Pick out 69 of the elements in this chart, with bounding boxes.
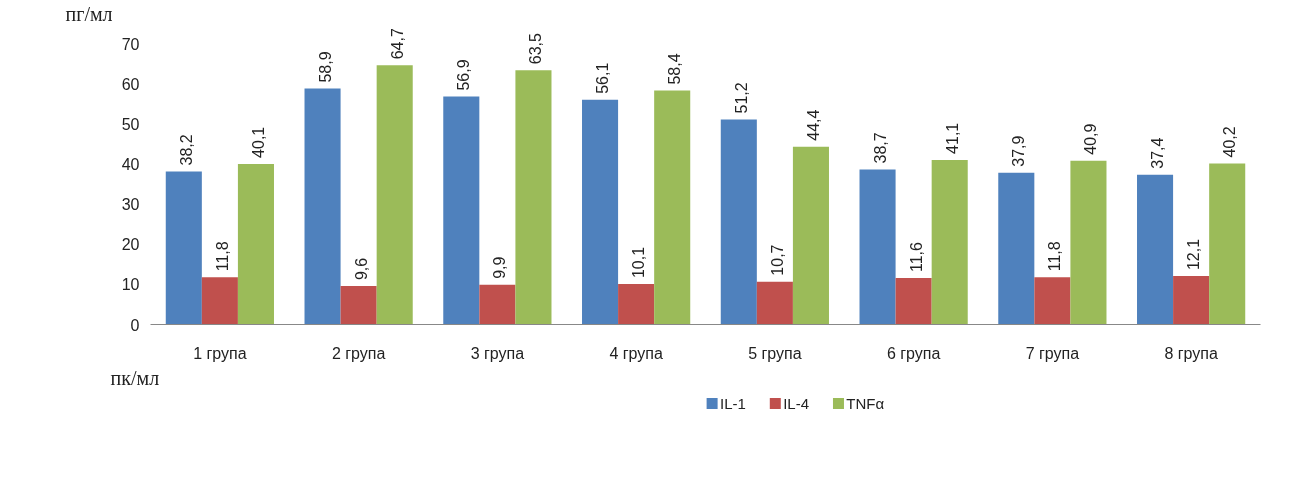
bar <box>582 99 619 325</box>
data-label: 40,2 <box>1221 126 1239 158</box>
bar <box>756 281 793 325</box>
legend-label: IL-4 <box>783 395 810 412</box>
data-label: 9,9 <box>491 256 509 279</box>
x-tick-label: 5 група <box>748 344 802 362</box>
bar <box>304 88 341 325</box>
bar <box>376 65 413 325</box>
data-label: 58,9 <box>316 51 334 83</box>
data-label: 56,9 <box>455 59 473 91</box>
data-label: 63,5 <box>527 32 545 65</box>
data-label: 38,2 <box>177 134 195 166</box>
y-tick-label: 20 <box>121 236 140 254</box>
legend-label: TNFα <box>846 395 885 412</box>
x-tick-label: 1 група <box>193 344 247 362</box>
bar <box>792 146 829 325</box>
bar <box>931 159 968 325</box>
bar <box>1034 277 1071 325</box>
data-label: 11,8 <box>1046 241 1064 272</box>
bar <box>1070 160 1107 325</box>
data-label: 37,9 <box>1010 135 1028 167</box>
data-label: 10,7 <box>768 244 786 276</box>
y-tick-label: 60 <box>121 76 140 94</box>
y-tick-label: 10 <box>121 276 140 294</box>
bar <box>443 96 480 325</box>
data-label: 51,2 <box>732 82 750 114</box>
x-tick-label: 8 група <box>1164 344 1218 362</box>
text: пк/мл <box>110 366 160 389</box>
x-tick-label: 2 група <box>331 344 386 362</box>
bar <box>720 119 757 325</box>
data-label: 40,1 <box>249 126 267 158</box>
bar <box>165 171 202 325</box>
bar <box>201 277 238 325</box>
legend-label: IL-1 <box>720 395 746 412</box>
data-label: 37,4 <box>1149 137 1167 169</box>
data-label: 58,4 <box>666 53 684 85</box>
bar <box>895 278 932 325</box>
bar <box>1137 174 1174 325</box>
data-label: 11,6 <box>907 241 925 273</box>
data-label: 12,1 <box>1185 238 1203 271</box>
y-tick-label: 40 <box>121 156 140 174</box>
data-label: 56,1 <box>594 62 612 94</box>
x-tick-label: 7 група <box>1025 344 1080 362</box>
y-tick-label: 30 <box>121 196 140 214</box>
y-tick-label: 70 <box>121 36 140 54</box>
bar <box>1209 163 1246 325</box>
data-label: 9,6 <box>352 257 370 281</box>
data-label: 11,8 <box>213 241 231 272</box>
data-label: 38,7 <box>871 132 889 164</box>
data-label: 40,9 <box>1082 123 1100 155</box>
x-tick-label: 6 група <box>886 344 941 362</box>
data-label: 44,4 <box>804 109 822 141</box>
bar <box>859 169 896 325</box>
y-tick-label: 0 <box>130 316 140 334</box>
bar <box>618 284 655 325</box>
bar <box>654 90 691 325</box>
data-label: 41,1 <box>943 122 961 154</box>
bar <box>515 70 552 325</box>
bar <box>1173 276 1210 325</box>
x-tick-label: 3 група <box>470 344 525 362</box>
y-axis-title: пг/мл <box>65 2 113 25</box>
data-label: 10,1 <box>630 246 648 279</box>
bar <box>340 286 377 325</box>
bar <box>998 172 1035 325</box>
data-label: 64,7 <box>388 28 406 60</box>
x-tick-label: 4 група <box>609 344 663 362</box>
bar <box>479 284 516 325</box>
y-tick-label: 50 <box>121 116 140 134</box>
bar <box>237 163 274 325</box>
